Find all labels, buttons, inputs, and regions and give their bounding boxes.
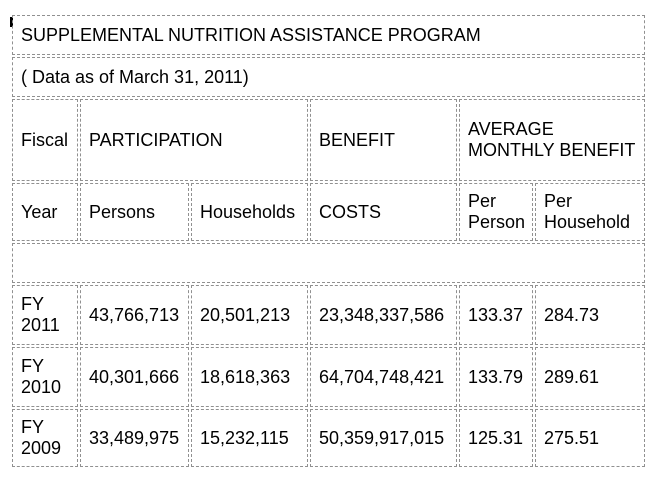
cell-costs: 64,704,748,421: [310, 347, 457, 407]
text-caret: [10, 17, 13, 27]
spacer-cell: [12, 243, 646, 283]
cell-costs: 50,359,917,015: [310, 409, 457, 467]
cell-per-household: 284.73: [535, 285, 646, 345]
subtitle-row: ( Data as of March 31, 2011): [12, 57, 646, 97]
data-row-fy2011: FY 2011 43,766,713 20,501,213 23,348,337…: [12, 285, 646, 345]
table-title: SUPPLEMENTAL NUTRITION ASSISTANCE PROGRA…: [12, 15, 646, 55]
cell-persons: 43,766,713: [80, 285, 189, 345]
header-participation: PARTICIPATION: [80, 99, 308, 181]
cell-persons: 33,489,975: [80, 409, 189, 467]
snap-data-table: SUPPLEMENTAL NUTRITION ASSISTANCE PROGRA…: [10, 13, 647, 469]
table-subtitle: ( Data as of March 31, 2011): [12, 57, 646, 97]
header-per-person: Per Person: [459, 183, 533, 241]
header-costs: COSTS: [310, 183, 457, 241]
header-year: Year: [12, 183, 78, 241]
header-persons: Persons: [80, 183, 189, 241]
cell-per-person: 125.31: [459, 409, 533, 467]
cell-persons: 40,301,666: [80, 347, 189, 407]
cell-costs: 23,348,337,586: [310, 285, 457, 345]
cell-households: 20,501,213: [191, 285, 308, 345]
column-header-row: Year Persons Households COSTS Per Person…: [12, 183, 646, 241]
header-per-household: Per Household: [535, 183, 646, 241]
title-row: SUPPLEMENTAL NUTRITION ASSISTANCE PROGRA…: [12, 15, 646, 55]
header-benefit: BENEFIT: [310, 99, 457, 181]
header-households: Households: [191, 183, 308, 241]
data-row-fy2010: FY 2010 40,301,666 18,618,363 64,704,748…: [12, 347, 646, 407]
cell-households: 15,232,115: [191, 409, 308, 467]
spacer-row: [12, 243, 646, 283]
header-fiscal: Fiscal: [12, 99, 78, 181]
data-row-fy2009: FY 2009 33,489,975 15,232,115 50,359,917…: [12, 409, 646, 467]
cell-per-person: 133.79: [459, 347, 533, 407]
header-average-monthly-benefit: AVERAGE MONTHLY BENEFIT: [459, 99, 646, 181]
group-header-row: Fiscal PARTICIPATION BENEFIT AVERAGE MON…: [12, 99, 646, 181]
cell-year: FY 2011: [12, 285, 78, 345]
cell-year: FY 2009: [12, 409, 78, 467]
cell-per-person: 133.37: [459, 285, 533, 345]
cell-per-household: 289.61: [535, 347, 646, 407]
cell-households: 18,618,363: [191, 347, 308, 407]
cell-year: FY 2010: [12, 347, 78, 407]
cell-per-household: 275.51: [535, 409, 646, 467]
